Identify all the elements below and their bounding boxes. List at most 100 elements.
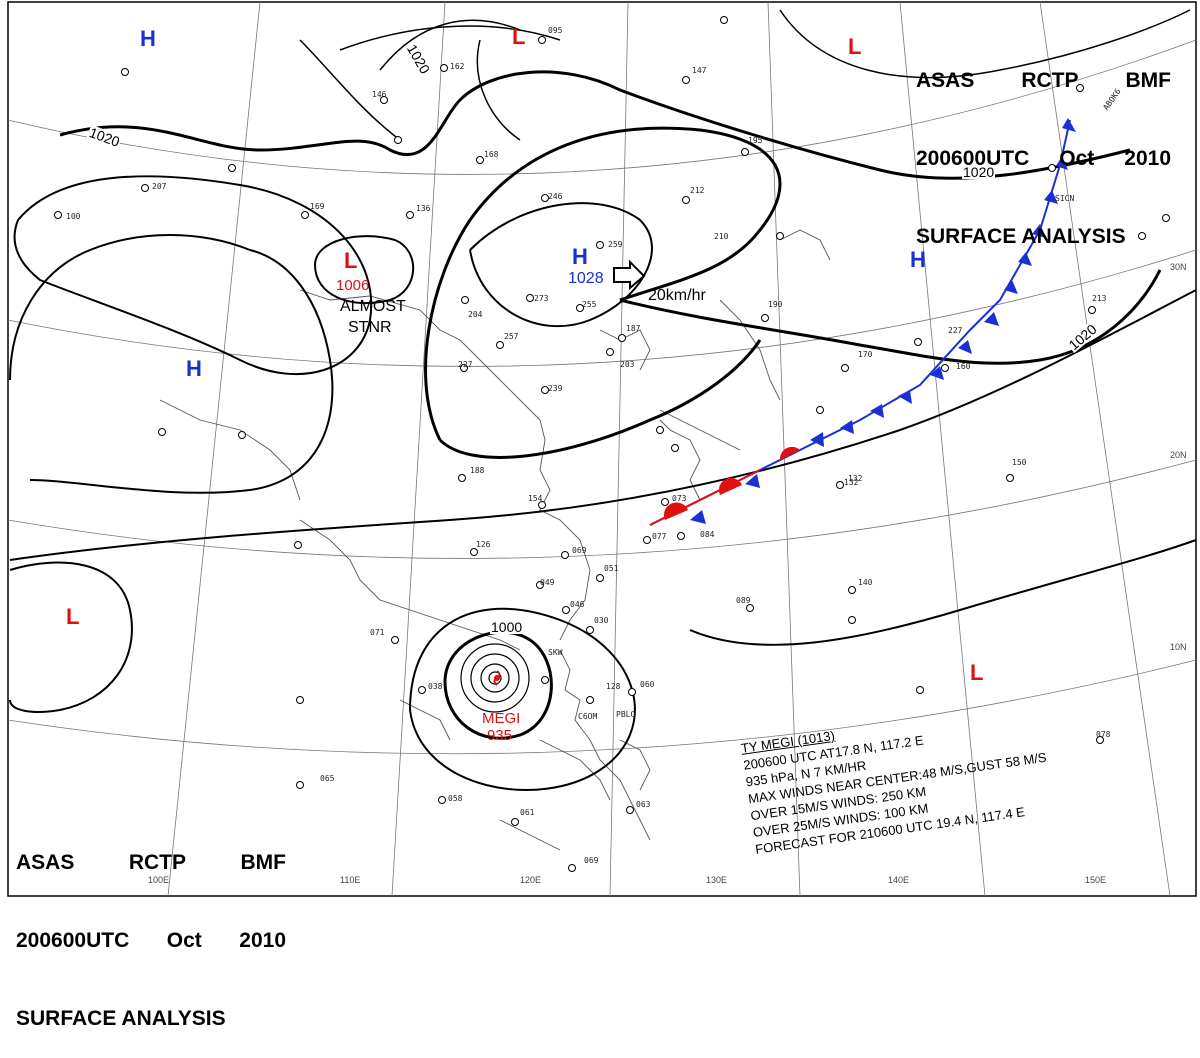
station-obs: 154: [528, 494, 543, 503]
station-obs: 077: [652, 532, 667, 541]
station-obs: 227: [948, 326, 963, 335]
coastlines: [159, 229, 831, 851]
header-office: BMF: [240, 851, 287, 874]
header-title: SURFACE ANALYSIS: [16, 1007, 226, 1030]
low-center-symbol: L: [344, 248, 358, 273]
station-obs: 187: [626, 324, 641, 333]
station-obs: 190: [768, 300, 783, 309]
low-center-symbol: L: [512, 24, 526, 49]
header-station: RCTP: [1021, 69, 1079, 92]
station-obs: 065: [320, 774, 335, 783]
station-id: C6OM: [578, 712, 598, 721]
header-office: BMF: [1125, 69, 1172, 92]
typhoon-pressure: 935: [487, 727, 513, 744]
station-id: SICN: [1055, 194, 1075, 203]
high-center-symbol: H: [186, 356, 202, 381]
station-obs: 128: [606, 682, 621, 691]
header-month: Oct: [1059, 147, 1095, 170]
high-center-symbol: H: [140, 26, 156, 51]
station-obs: 204: [468, 310, 483, 319]
lat-label: 10N: [1170, 642, 1187, 652]
station-obs: 210: [714, 232, 729, 241]
station-obs: 195: [748, 136, 763, 145]
station-obs: 030: [594, 616, 609, 625]
station-obs: 060: [640, 680, 655, 689]
station-obs: 169: [310, 202, 325, 211]
station-obs: 255: [582, 300, 597, 309]
station-obs: 126: [476, 540, 491, 549]
station-obs: 049: [540, 578, 555, 587]
station-obs: 084: [700, 530, 715, 539]
station-obs: 213: [1092, 294, 1107, 303]
station-obs: 095: [548, 26, 563, 35]
station-obs: 063: [636, 800, 651, 809]
header-station: RCTP: [128, 851, 187, 874]
high-center-symbol: H: [572, 244, 588, 269]
isobar-label: 1020: [962, 164, 996, 180]
station-obs: 132: [848, 474, 863, 483]
lon-label: 140E: [888, 875, 910, 885]
station-obs: 140: [858, 578, 873, 587]
station-obs: 061: [520, 808, 535, 817]
typhoon-name: MEGI: [482, 710, 521, 727]
low-center-symbol: L: [848, 34, 862, 59]
station-obs: 162: [450, 62, 465, 71]
stationary-front: [649, 118, 1076, 526]
lon-label: 120E: [520, 875, 542, 885]
header-month: Oct: [166, 929, 202, 952]
station-obs: 203: [620, 360, 635, 369]
station-obs: 038: [428, 682, 443, 691]
station-obs: 136: [416, 204, 431, 213]
high-center-pressure: 1028: [568, 270, 604, 287]
weather-map: [7, 1, 1197, 897]
station-obs: 078: [1096, 730, 1111, 739]
lon-label: 130E: [706, 875, 728, 885]
header-year: 2010: [239, 929, 286, 952]
lon-label: 100E: [148, 875, 170, 885]
station-obs: 046: [570, 600, 585, 609]
station-plots: [54, 16, 1170, 872]
lon-label: 110E: [340, 875, 361, 885]
header-top-right: ASAS RCTP BMF 200600UTC Oct 2010 SURFACE ANA…: [916, 16, 1171, 276]
station-obs: 259: [608, 240, 623, 249]
station-obs: 146: [372, 90, 387, 99]
header-source: ASAS: [16, 851, 75, 874]
stationary-note-line1: ALMOST: [340, 298, 406, 315]
station-obs: 089: [736, 596, 751, 605]
station-obs: 239: [548, 384, 563, 393]
typhoon-symbol: [493, 670, 501, 686]
station-obs: 160: [956, 362, 971, 371]
header-bottom-left: ASAS RCTP BMF 200600UTC Oct 2010 SURFACE ANA…: [16, 798, 286, 1058]
station-obs: 073: [672, 494, 687, 503]
low-center-symbol: L: [66, 604, 80, 629]
stationary-note-line2: STNR: [348, 319, 392, 336]
map-border: [7, 1, 1197, 897]
station-obs: 207: [152, 182, 167, 191]
lat-label: 30N: [1170, 262, 1187, 272]
station-obs: 168: [484, 150, 499, 159]
isobars: [9, 9, 1197, 791]
station-obs: 257: [504, 332, 519, 341]
header-year: 2010: [1124, 147, 1171, 170]
station-obs: 170: [858, 350, 873, 359]
low-center-pressure: 1006: [336, 277, 370, 294]
low-center-symbol: L: [970, 660, 984, 685]
motion-arrow: [613, 259, 646, 291]
header-source: ASAS: [916, 69, 975, 92]
lon-label: 150E: [1085, 875, 1107, 885]
station-obs: 058: [448, 794, 463, 803]
station-obs: 100: [66, 212, 81, 221]
lat-label: 20N: [1170, 450, 1187, 460]
station-obs: 246: [548, 192, 563, 201]
header-time: 200600UTC: [16, 929, 130, 952]
header-time: 200600UTC: [916, 147, 1030, 170]
station-obs: 150: [1012, 458, 1027, 467]
isobar-label: 1000: [490, 619, 524, 635]
station-obs: 069: [584, 856, 599, 865]
station-obs: 188: [470, 466, 485, 475]
station-obs: 147: [692, 66, 707, 75]
station-obs: 227: [458, 360, 473, 369]
station-obs: 273: [534, 294, 549, 303]
station-obs: 212: [690, 186, 705, 195]
station-id: SKW: [548, 648, 563, 657]
